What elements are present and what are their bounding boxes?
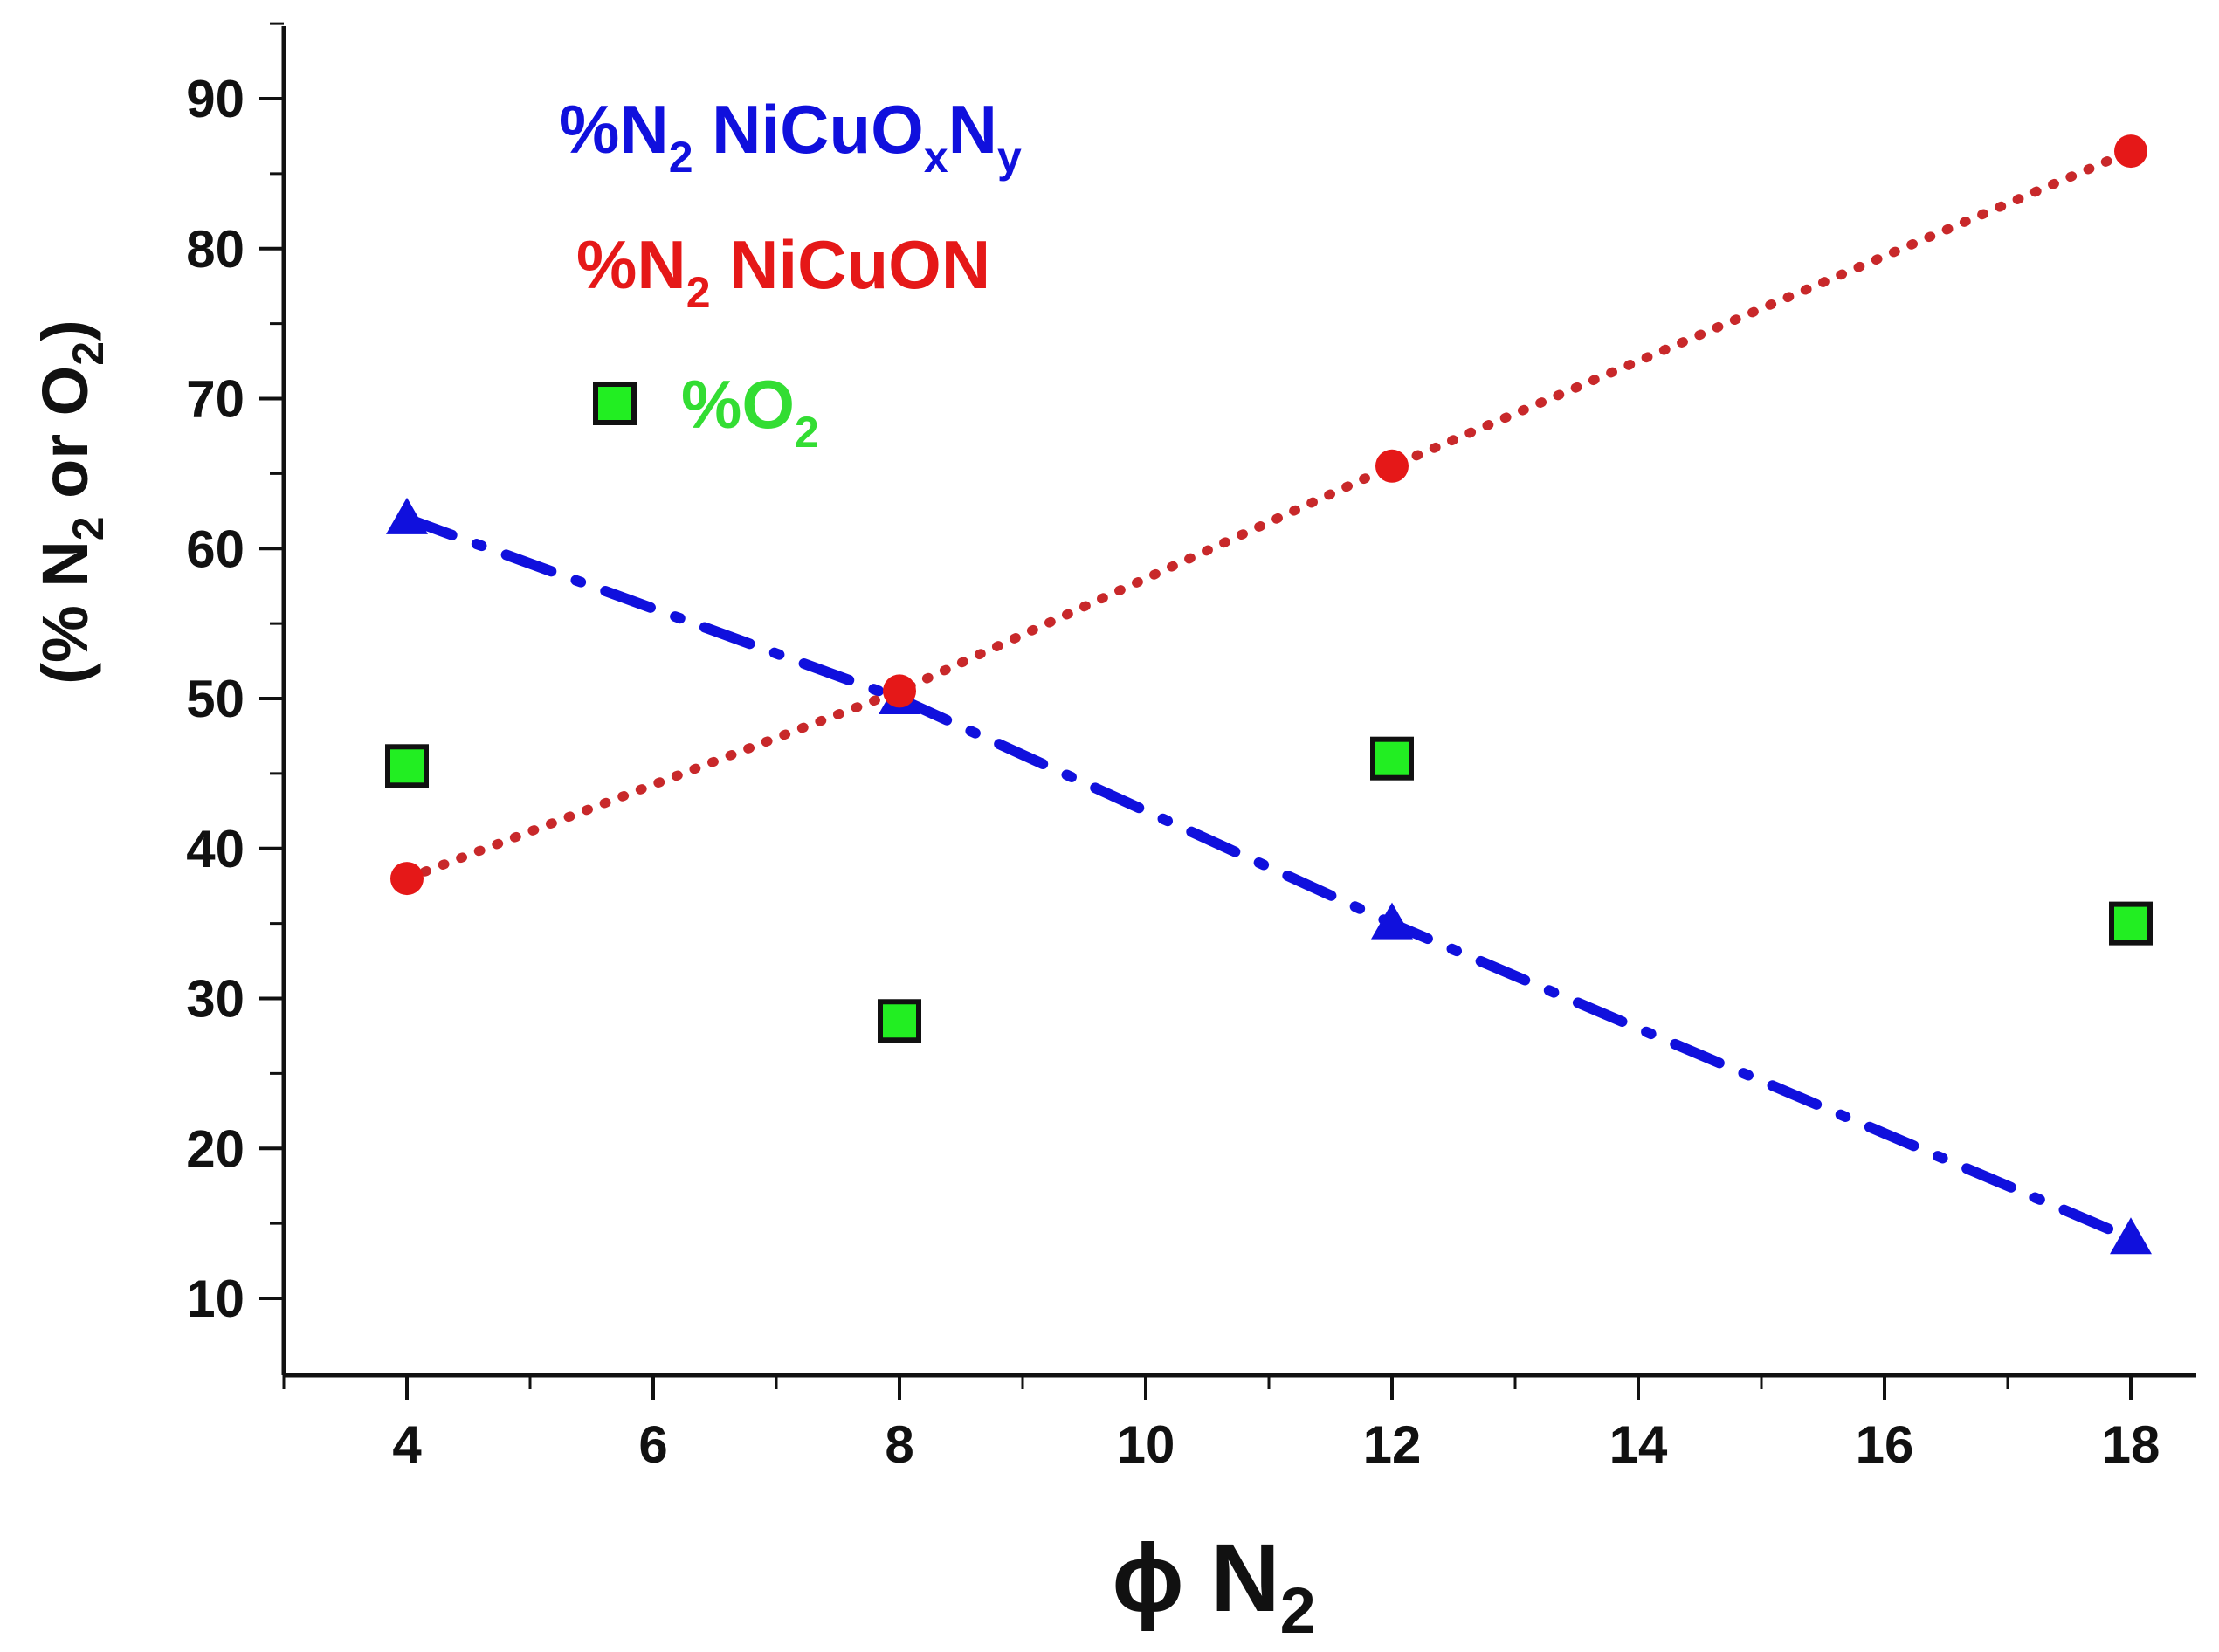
legend-text-part: NiCuO xyxy=(693,91,924,168)
legend-text-part: %O xyxy=(681,366,795,443)
x-axis-title: ϕ N2 xyxy=(1112,1525,1316,1647)
legend-text-part: y xyxy=(997,133,1022,182)
legend-text-part: %N xyxy=(559,91,669,168)
data-point-triangle xyxy=(386,497,428,534)
x-tick-label: 14 xyxy=(1609,1415,1668,1474)
x-tick-label: 12 xyxy=(1363,1415,1422,1474)
data-point-square xyxy=(2109,901,2153,946)
data-point-square xyxy=(385,744,429,788)
y-tick-label: 50 xyxy=(186,670,245,728)
x-tick-label: 6 xyxy=(638,1415,667,1474)
legend-text-part: 2 xyxy=(669,133,693,182)
y-axis-title: (% N2 or O2) xyxy=(29,320,113,684)
y-tick-label: 40 xyxy=(186,820,245,878)
legend-label-1: %N2 NiCuON xyxy=(576,226,990,317)
legend-label-0: %N2 NiCuOxNy xyxy=(559,91,1022,182)
legend-text-part: x xyxy=(924,133,948,182)
data-point-triangle xyxy=(2110,1217,2152,1255)
series-line-0 xyxy=(402,513,2136,1244)
y-tick-label: 20 xyxy=(186,1119,245,1178)
legend-text-part: NiCuON xyxy=(711,226,991,303)
legend-marker-square xyxy=(593,382,637,425)
legend-text-part: %N xyxy=(576,226,686,303)
x-tick-label: 16 xyxy=(1856,1415,1914,1474)
y-tick-label: 90 xyxy=(186,70,245,128)
series-lines xyxy=(402,146,2136,1244)
legend: %N2 NiCuOxNy%N2 NiCuON%O2 xyxy=(559,91,1022,457)
y-tick-label: 10 xyxy=(186,1270,245,1328)
x-tick-label: 4 xyxy=(392,1415,422,1474)
legend-label-2: %O2 xyxy=(681,366,819,457)
axes xyxy=(281,26,2196,1378)
legend-text-part: 2 xyxy=(686,268,711,317)
legend-text-part: 2 xyxy=(795,408,819,457)
data-point-square xyxy=(878,999,921,1043)
y-tick-label: 70 xyxy=(186,370,245,429)
data-point-circle xyxy=(390,862,424,896)
legend-text-part: N xyxy=(948,91,997,168)
tick-group: 4 6 8 10 12 14 16 18 10 20 30 40 50 60 70 80 90 xyxy=(186,22,2160,1474)
y-tick-label: 80 xyxy=(186,220,245,279)
data-point-triangle xyxy=(1371,902,1413,940)
data-point-circle xyxy=(1375,449,1409,483)
x-tick-label: 8 xyxy=(885,1415,913,1474)
data-point-circle xyxy=(883,674,916,708)
x-tick-label: 10 xyxy=(1117,1415,1175,1474)
data-point-circle xyxy=(2114,134,2147,169)
x-tick-label: 18 xyxy=(2102,1415,2160,1474)
y-tick-label: 30 xyxy=(186,970,245,1029)
y-tick-label: 60 xyxy=(186,520,245,578)
data-point-square xyxy=(1370,736,1414,781)
series-markers xyxy=(385,134,2153,1255)
